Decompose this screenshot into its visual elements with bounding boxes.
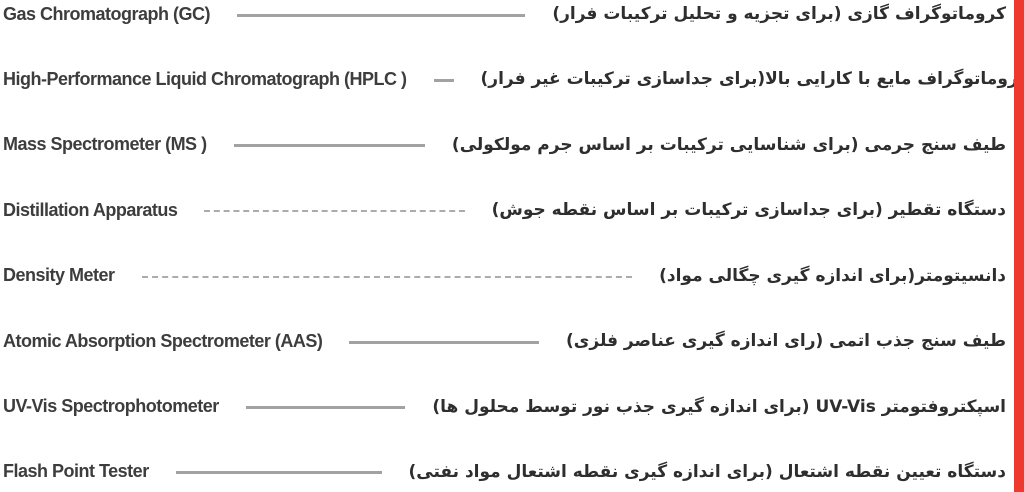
equipment-row: Gas Chromatograph (GC) کروماتوگراف گازی … (3, 2, 1006, 26)
equipment-description-fa: کروماتوگراف مایع با کارایی بالا(برای جدا… (480, 69, 1024, 90)
leader-line (233, 144, 425, 148)
equipment-description-fa: کروماتوگراف گازی (برای تجزیه و تحلیل ترک… (552, 4, 1006, 24)
equipment-description-fa: دستگاه تعیین نقطه اشتعال (برای اندازه گی… (408, 461, 1007, 482)
equipment-name-en: Density Meter (3, 265, 115, 286)
equipment-row: Distillation Apparatus دستگاه تقطیر (برا… (3, 198, 1006, 222)
equipment-name-en: Atomic Absorption Spectrometer (AAS) (3, 330, 323, 351)
equipment-description-fa: دستگاه تقطیر (برای جداسازی ترکیبات بر اس… (491, 200, 1006, 221)
equipment-description-fa: اسپکتروفتومتر UV-Vis (برای اندازه گیری ج… (432, 396, 1006, 417)
equipment-row: High-Performance Liquid Chromatograph (H… (3, 67, 1024, 91)
equipment-name-en: Flash Point Tester (3, 461, 149, 482)
equipment-name-en: UV-Vis Spectrophotometer (3, 396, 219, 417)
leader-line (433, 78, 454, 82)
leader-line (245, 406, 406, 410)
equipment-name-en: Mass Spectrometer (MS ) (3, 134, 207, 155)
equipment-name-en: High-Performance Liquid Chromatograph (H… (3, 68, 407, 89)
equipment-row: Atomic Absorption Spectrometer (AAS) طیف… (3, 329, 1006, 353)
equipment-row: UV-Vis Spectrophotometer اسپکتروفتومتر U… (3, 395, 1006, 419)
equipment-row: Mass Spectrometer (MS ) طیف سنج جرمی (بر… (3, 133, 1006, 157)
accent-bar (1014, 0, 1024, 492)
equipment-row: Flash Point Tester دستگاه تعیین نقطه اشت… (3, 460, 1006, 484)
leader-line (175, 471, 382, 475)
leader-line (349, 340, 540, 344)
equipment-name-en: Gas Chromatograph (GC) (3, 3, 211, 24)
equipment-row: Density Meter دانسیتومتر(برای اندازه گیر… (3, 264, 1006, 288)
equipment-name-en: Distillation Apparatus (3, 199, 178, 220)
equipment-description-fa: طیف سنج جرمی (برای شناسایی ترکیبات بر اس… (451, 134, 1006, 155)
equipment-description-fa: دانسیتومتر(برای اندازه گیری چگالی مواد) (659, 265, 1006, 286)
equipment-description-fa: طیف سنج جذب اتمی (رای اندازه گیری عناصر … (566, 331, 1006, 352)
leader-line (204, 210, 465, 213)
leader-line (237, 13, 526, 17)
leader-line (141, 275, 633, 278)
